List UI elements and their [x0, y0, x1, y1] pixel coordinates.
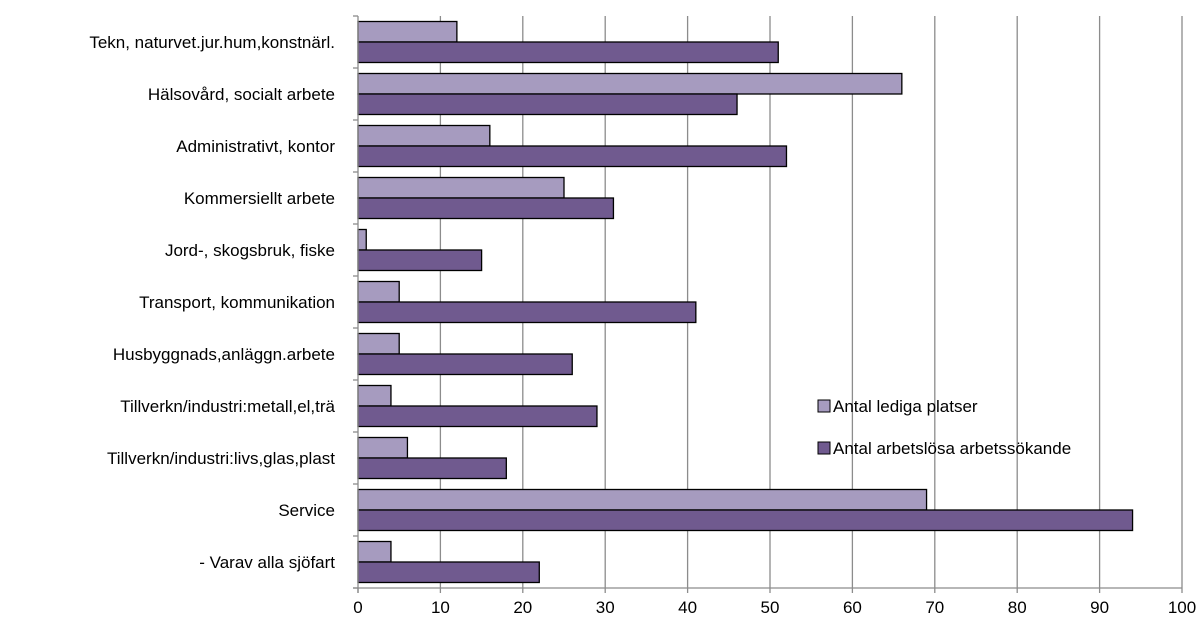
x-tick-labels: 0 10 20 30 40 50 60 70 80 90 100 — [353, 598, 1196, 617]
bar-lediga-platser-3 — [357, 176, 565, 199]
category-label: Transport, kommunikation — [139, 293, 335, 312]
bar-arbetssokande-7 — [357, 405, 598, 428]
bar-arbetssokande-0 — [357, 41, 779, 64]
legend-label-0: Antal lediga platser — [833, 397, 978, 416]
x-tick-label: 20 — [513, 598, 532, 617]
bar-lediga-platser-9 — [357, 488, 928, 511]
category-label: Kommersiellt arbete — [184, 189, 335, 208]
bar-arbetssokande-3 — [357, 197, 615, 220]
axes — [353, 15, 1183, 593]
x-tick-label: 10 — [431, 598, 450, 617]
bar-lediga-platser-5 — [357, 280, 400, 303]
category-label: Tillverkn/industri:metall,el,trä — [120, 397, 335, 416]
category-label: Jord-, skogsbruk, fiske — [165, 241, 335, 260]
category-label: Service — [278, 501, 335, 520]
bar-arbetssokande-6 — [357, 353, 573, 376]
bar-lediga-platser-4 — [357, 228, 367, 251]
x-tick-label: 40 — [678, 598, 697, 617]
x-tick-label: 90 — [1090, 598, 1109, 617]
x-tick-label: 0 — [353, 598, 362, 617]
bar-arbetssokande-4 — [357, 249, 483, 272]
x-tick-label: 60 — [843, 598, 862, 617]
x-tick-label: 100 — [1168, 598, 1196, 617]
bar-arbetssokande-5 — [357, 301, 697, 324]
category-label: Administrativt, kontor — [176, 137, 335, 156]
bars — [357, 20, 1134, 584]
x-tick-label: 30 — [596, 598, 615, 617]
bar-lediga-platser-7 — [357, 384, 392, 407]
category-label: Tekn, naturvet.jur.hum,konstnärl. — [89, 33, 335, 52]
bar-arbetssokande-1 — [357, 93, 738, 116]
bar-lediga-platser-8 — [357, 436, 409, 459]
category-label: Tillverkn/industri:livs,glas,plast — [107, 449, 335, 468]
bar-lediga-platser-6 — [357, 332, 400, 355]
bar-arbetssokande-10 — [357, 561, 540, 584]
bar-lediga-platser-2 — [357, 124, 491, 147]
bar-lediga-platser-10 — [357, 540, 392, 563]
bar-arbetssokande-8 — [357, 457, 507, 480]
category-label: - Varav alla sjöfart — [199, 553, 335, 572]
x-tick-label: 50 — [761, 598, 780, 617]
bar-arbetssokande-2 — [357, 145, 788, 168]
bar-lediga-platser-1 — [357, 72, 903, 95]
legend: Antal lediga platser Antal arbetslösa arb… — [817, 397, 1071, 458]
bar-arbetssokande-9 — [357, 509, 1134, 532]
legend-swatch-1 — [817, 441, 831, 455]
x-tick-label: 70 — [925, 598, 944, 617]
legend-swatch-0 — [817, 399, 831, 413]
bar-lediga-platser-0 — [357, 20, 458, 43]
category-label: Husbyggnads,anläggn.arbete — [113, 345, 335, 364]
category-label: Hälsovård, socialt arbete — [148, 85, 335, 104]
x-tick-label: 80 — [1008, 598, 1027, 617]
category-labels: Tekn, naturvet.jur.hum,konstnärl. Hälsovå… — [89, 33, 335, 572]
legend-label-1: Antal arbetslösa arbetssökande — [833, 439, 1071, 458]
